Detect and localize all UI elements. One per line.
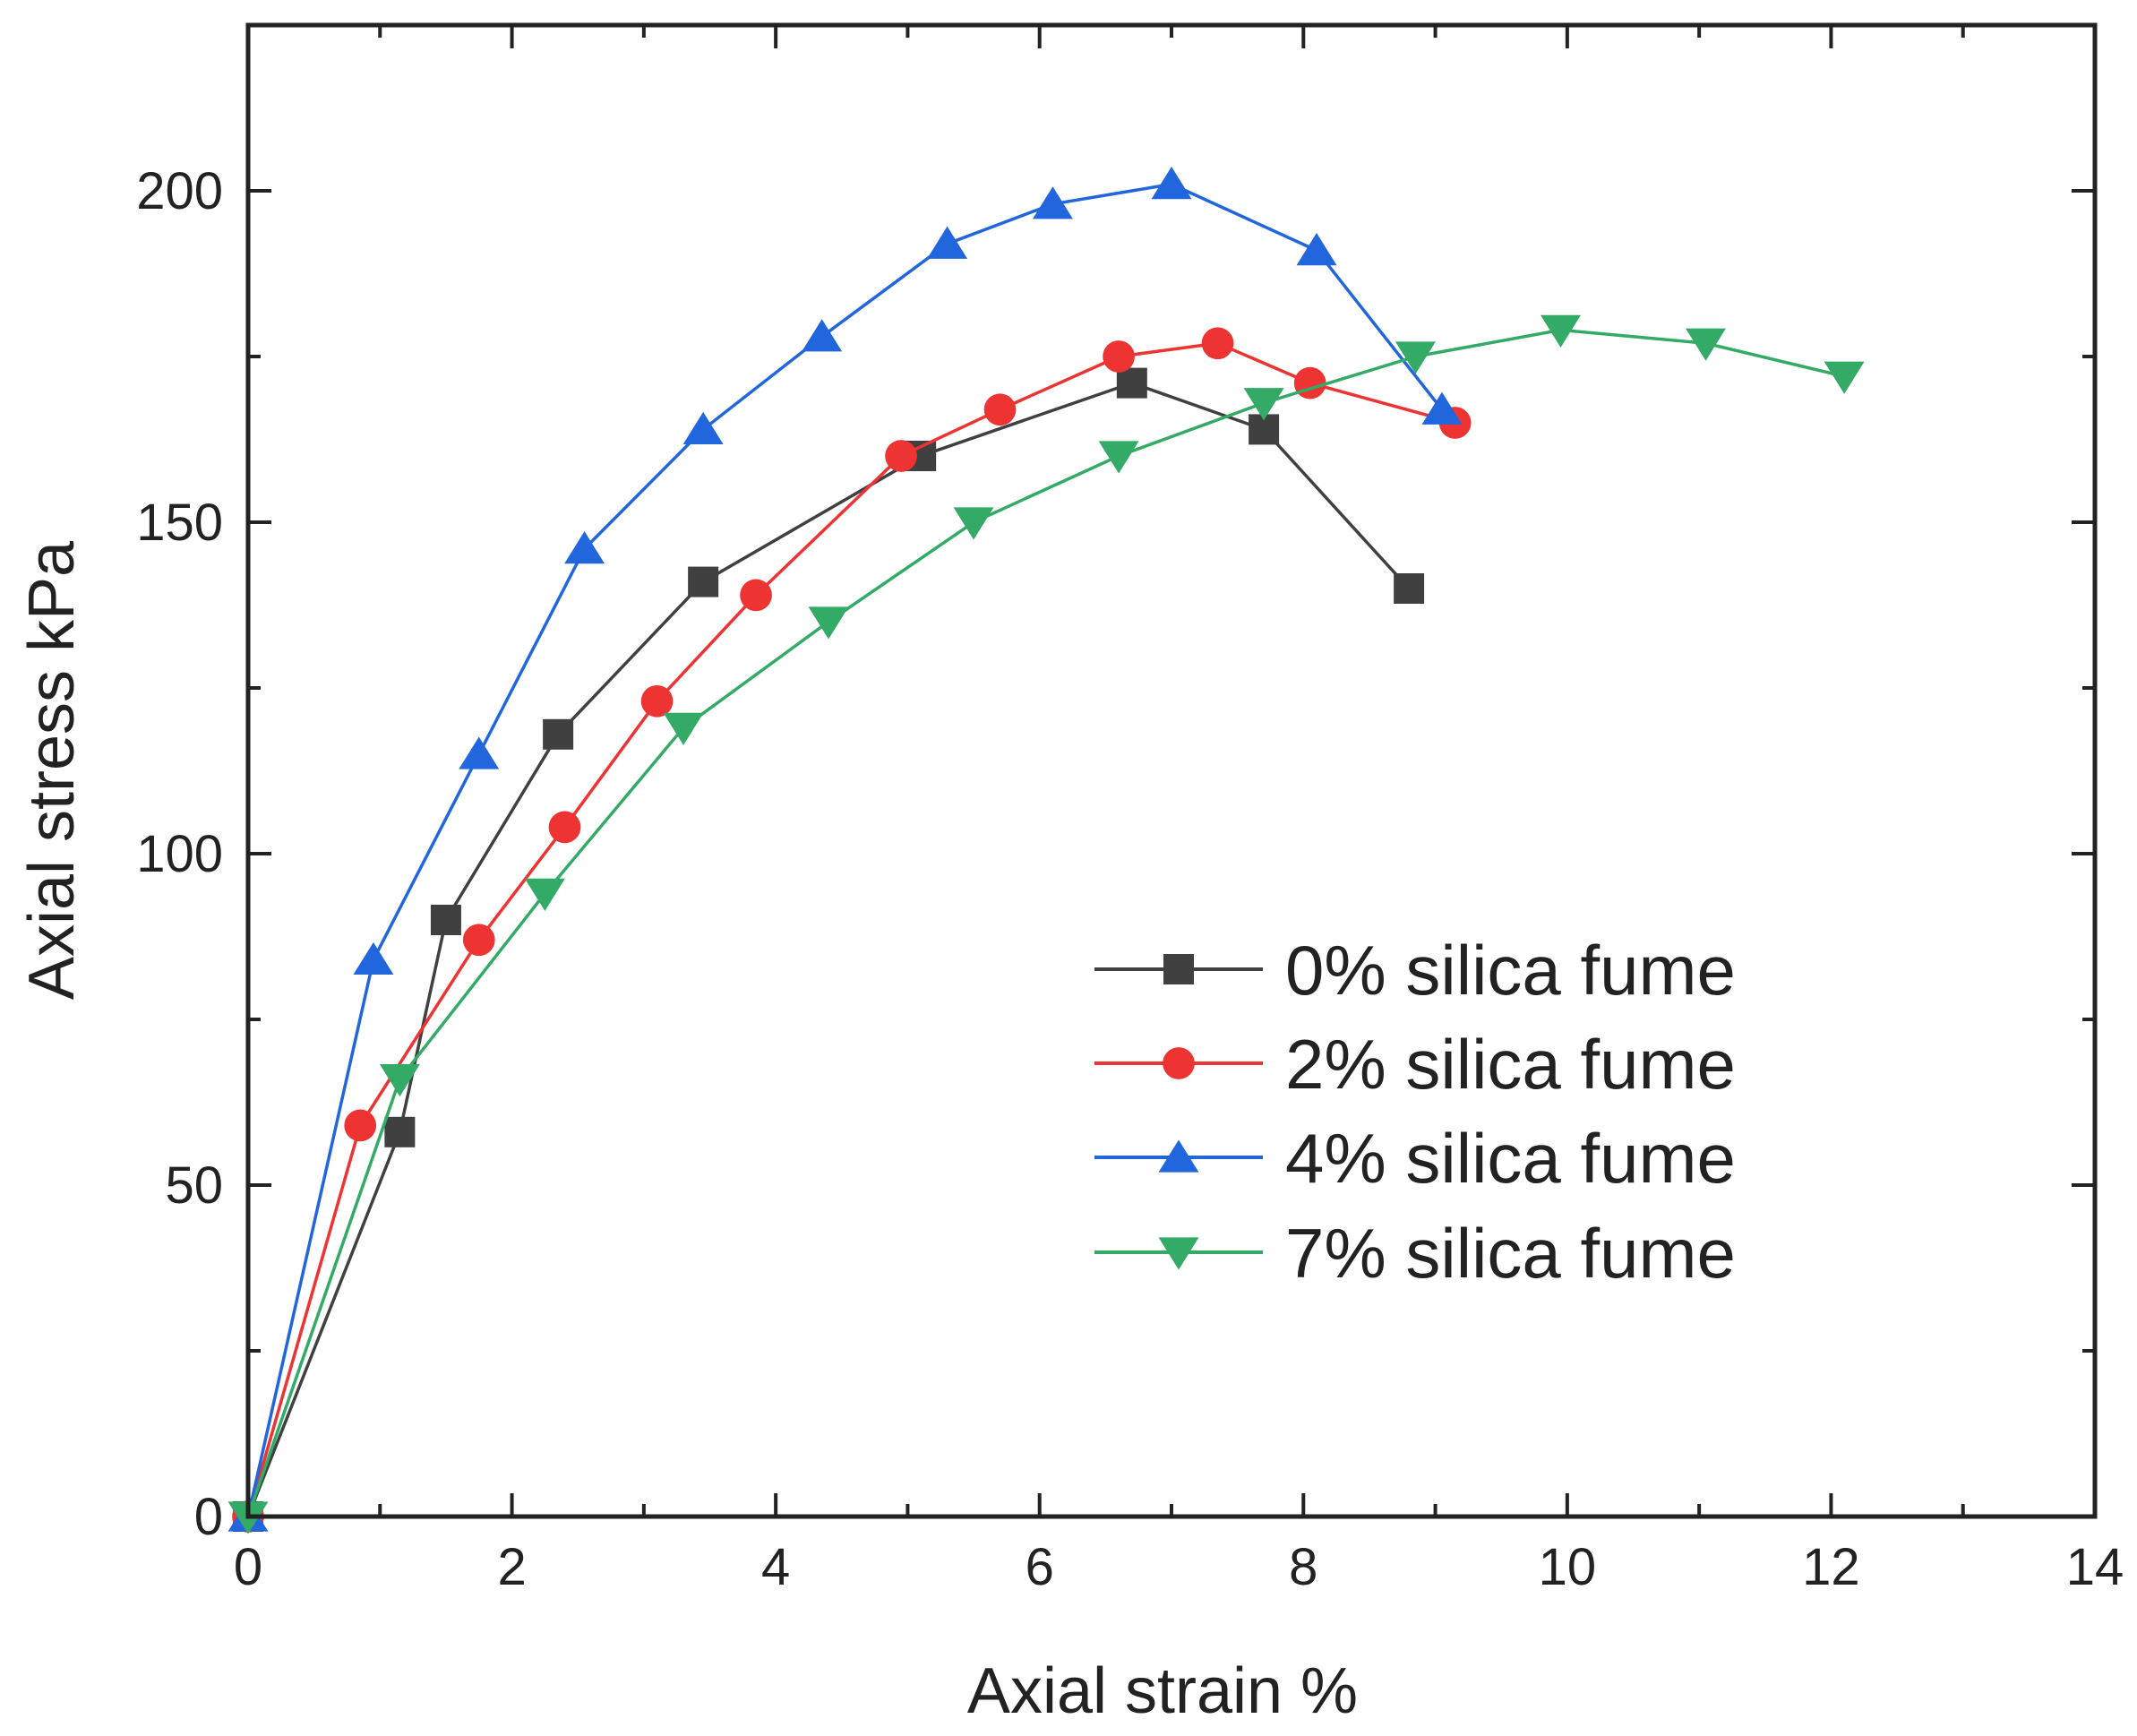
data-point xyxy=(524,878,565,911)
data-point xyxy=(1686,328,1726,361)
x-tick-label: 2 xyxy=(497,1538,526,1596)
data-point xyxy=(462,924,495,957)
legend: 0% silica fume 2% silica fume 4% silica fu… xyxy=(1094,931,1736,1293)
data-point xyxy=(543,718,574,750)
legend-marker-2 xyxy=(1158,1139,1199,1173)
series-3 xyxy=(227,314,1865,1534)
data-point xyxy=(1541,314,1581,348)
data-point xyxy=(640,684,674,718)
series-2 xyxy=(227,167,1463,1532)
data-point xyxy=(953,507,994,540)
data-point xyxy=(1421,391,1463,425)
y-tick-label: 150 xyxy=(136,494,223,552)
legend-label-3: 7% silica fume xyxy=(1285,1214,1736,1293)
legend-label-1: 2% silica fume xyxy=(1285,1025,1736,1104)
data-point xyxy=(379,1063,420,1097)
y-tick-label: 100 xyxy=(136,825,223,883)
data-point xyxy=(1032,186,1073,219)
y-tick-label: 50 xyxy=(165,1156,223,1215)
x-tick-label: 6 xyxy=(1026,1538,1054,1596)
legend-marker-1 xyxy=(1163,1047,1195,1079)
data-point xyxy=(663,712,704,745)
y-axis-title: Axial stress kPa xyxy=(16,540,88,1000)
data-point xyxy=(430,905,461,935)
data-point xyxy=(688,566,719,597)
data-point xyxy=(344,1109,377,1142)
series-layer xyxy=(227,167,1865,1534)
data-point xyxy=(1098,441,1139,474)
data-point xyxy=(1243,388,1284,421)
data-point xyxy=(1151,167,1192,200)
data-point xyxy=(1103,340,1135,373)
x-axis-title: Axial strain % xyxy=(967,1655,1358,1727)
data-point xyxy=(983,393,1017,426)
data-point xyxy=(885,440,917,472)
y-tick-label: 0 xyxy=(194,1488,223,1546)
data-point xyxy=(682,411,724,445)
ticks-layer: 0 2 4 6 8 10 12 14 0 50 100 150 200 xyxy=(136,25,2124,1596)
y-tick-label: 200 xyxy=(136,162,223,220)
legend-label-0: 0% silica fume xyxy=(1285,931,1736,1010)
x-tick-label: 4 xyxy=(761,1538,790,1596)
data-point xyxy=(1293,366,1326,400)
series-0 xyxy=(233,367,1425,1532)
data-point xyxy=(927,226,968,259)
data-point xyxy=(1296,233,1337,266)
series-line-3 xyxy=(246,328,1845,1517)
legend-marker-3 xyxy=(1158,1237,1199,1270)
legend-marker-0 xyxy=(1163,954,1194,984)
x-tick-label: 8 xyxy=(1289,1538,1317,1596)
legend-label-2: 4% silica fume xyxy=(1285,1119,1736,1198)
data-point xyxy=(548,811,581,844)
data-point xyxy=(564,531,605,564)
data-point xyxy=(1201,327,1234,360)
x-tick-label: 10 xyxy=(1539,1538,1597,1596)
data-point xyxy=(1824,361,1865,394)
data-point xyxy=(808,606,849,640)
x-tick-label: 0 xyxy=(234,1538,262,1596)
series-line-1 xyxy=(246,341,1456,1517)
data-point xyxy=(384,1116,416,1147)
data-point xyxy=(1395,341,1436,374)
x-tick-label: 12 xyxy=(1802,1538,1860,1596)
data-point xyxy=(1116,367,1147,399)
x-tick-label: 14 xyxy=(2066,1538,2124,1596)
data-point xyxy=(459,736,500,769)
data-point xyxy=(740,579,772,612)
data-point xyxy=(353,941,394,975)
data-point xyxy=(802,319,843,352)
data-point xyxy=(1394,573,1425,604)
